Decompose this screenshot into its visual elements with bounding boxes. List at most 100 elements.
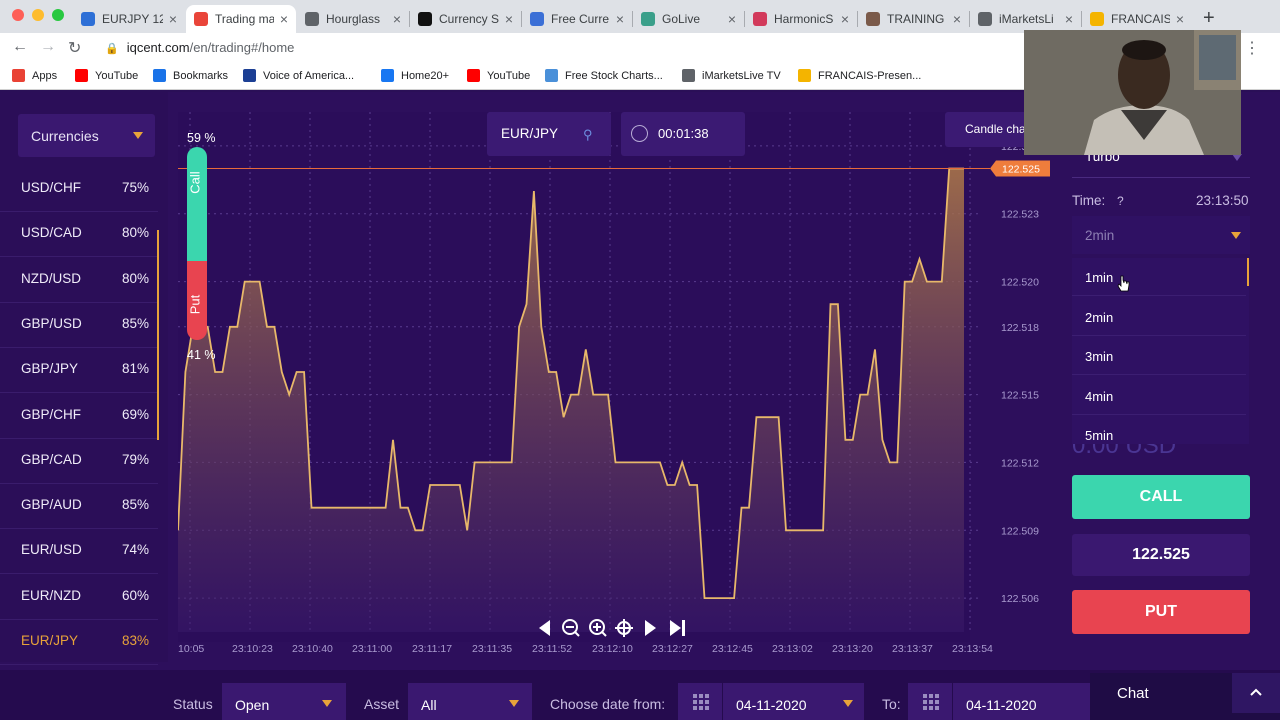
browser-tab[interactable]: HarmonicS ×: [745, 5, 857, 33]
asset-list-item[interactable]: GBP/CHF 69%: [0, 394, 158, 439]
url-field[interactable]: 🔒 iqcent.com/en/trading#/home: [105, 40, 294, 55]
chat-widget[interactable]: Chat: [1090, 673, 1280, 720]
bookmark-item[interactable]: YouTube: [467, 69, 530, 82]
tab-favicon-icon: [978, 12, 992, 26]
play-icon[interactable]: [645, 620, 656, 636]
skip-end-icon[interactable]: [670, 620, 685, 636]
expiry-option[interactable]: 4min: [1072, 376, 1246, 415]
asset-list-item[interactable]: USD/CHF 75%: [0, 167, 158, 212]
expiry-select[interactable]: 2min: [1072, 216, 1250, 254]
chart-type-button[interactable]: Candle cha: [945, 112, 1030, 147]
zoom-out-icon[interactable]: [562, 619, 580, 637]
asset-filter-select[interactable]: All: [408, 683, 532, 720]
browser-tab[interactable]: Trading ma ×: [186, 5, 296, 33]
browser-tab[interactable]: GoLive ×: [633, 5, 744, 33]
date-to-field[interactable]: 04-11-2020: [953, 683, 1090, 720]
expiry-option[interactable]: 5min: [1072, 416, 1246, 444]
asset-list-item[interactable]: GBP/AUD 85%: [0, 484, 158, 530]
search-icon[interactable]: ⚲: [583, 127, 593, 142]
bookmark-item[interactable]: Free Stock Charts...: [545, 69, 663, 82]
chart-type-label: Candle cha: [965, 122, 1026, 136]
close-window-button[interactable]: [12, 9, 24, 21]
asset-name: GBP/CHF: [21, 406, 82, 422]
dropdown-scrollbar[interactable]: [1247, 258, 1249, 286]
reload-icon[interactable]: ↻: [68, 40, 82, 57]
bookmark-item[interactable]: Voice of America...: [243, 69, 354, 82]
crosshair-icon[interactable]: [615, 619, 633, 637]
close-tab-icon[interactable]: ×: [615, 11, 624, 27]
asset-list-item[interactable]: EUR/JPY 83%: [0, 620, 158, 665]
zoom-in-icon[interactable]: [589, 619, 607, 637]
close-tab-icon[interactable]: ×: [1175, 11, 1184, 27]
asset-payout: 85%: [121, 497, 149, 513]
bookmark-item[interactable]: iMarketsLive TV: [682, 69, 781, 82]
forward-icon[interactable]: →: [40, 38, 56, 55]
trading-app: Currencies USD/CHF 75% USD/CAD 80% NZD/USD 80…: [0, 92, 1280, 720]
close-tab-icon[interactable]: ×: [840, 11, 849, 27]
close-tab-icon[interactable]: ×: [504, 11, 513, 27]
price-chart[interactable]: 122.526122.523122.520122.518122.515122.5…: [178, 112, 1050, 667]
browser-tab[interactable]: Free Curre ×: [522, 5, 632, 33]
status-filter-value: Open: [235, 697, 270, 713]
date-from-label: Choose date from:: [550, 696, 666, 712]
browser-tab[interactable]: Hourglass ×: [297, 5, 409, 33]
menu-icon[interactable]: ⋮: [1244, 40, 1260, 57]
asset-list-item[interactable]: NZD/USD 80%: [0, 258, 158, 303]
asset-list-item[interactable]: GBP/JPY 81%: [0, 348, 158, 394]
close-tab-icon[interactable]: ×: [727, 11, 736, 27]
browser-tab[interactable]: Currency S ×: [410, 5, 521, 33]
expiry-option-label: 4min: [1085, 388, 1114, 404]
asset-list-item[interactable]: EUR/NZD 60%: [0, 575, 158, 620]
price-area: [178, 168, 964, 632]
asset-search[interactable]: EUR/JPY ⚲: [487, 112, 611, 156]
bookmark-item[interactable]: Home20+: [381, 69, 449, 82]
option-panel: Turbo Time: ? 23:13:50 2min: [1060, 92, 1280, 692]
new-tab-button[interactable]: +: [1203, 7, 1215, 29]
bookmark-item[interactable]: Apps: [12, 69, 57, 82]
asset-list-item[interactable]: GBP/CAD 79%: [0, 439, 158, 484]
bookmark-item[interactable]: Bookmarks: [153, 69, 228, 82]
status-filter-select[interactable]: Open: [222, 683, 346, 720]
prev-icon[interactable]: [539, 620, 550, 636]
minimize-window-button[interactable]: [32, 9, 44, 21]
asset-list-scrollbar[interactable]: [157, 230, 159, 440]
expiry-option[interactable]: 1min: [1072, 258, 1246, 296]
browser-tab[interactable]: TRAINING ×: [858, 5, 969, 33]
asset-list-item[interactable]: EUR/USD 74%: [0, 529, 158, 575]
browser-tab[interactable]: iMarketsLi ×: [970, 5, 1081, 33]
put-button-label: PUT: [1145, 603, 1177, 620]
category-select[interactable]: Currencies: [18, 114, 155, 157]
put-sentiment-label: Put: [187, 294, 203, 315]
asset-list-item[interactable]: USD/CAD 80%: [0, 212, 158, 258]
bookmark-item[interactable]: YouTube: [75, 69, 138, 82]
date-from-field[interactable]: 04-11-2020: [723, 683, 864, 720]
close-tab-icon[interactable]: ×: [168, 11, 177, 27]
asset-list-item[interactable]: GBP/USD 85%: [0, 303, 158, 348]
back-icon[interactable]: ←: [12, 38, 28, 55]
asset-list-panel: Currencies USD/CHF 75% USD/CAD 80% NZD/USD 80…: [0, 92, 168, 665]
chevron-down-icon: [843, 700, 853, 707]
chevron-up-icon[interactable]: [1232, 673, 1280, 713]
close-tab-icon[interactable]: ×: [392, 11, 401, 27]
expiry-option[interactable]: 2min: [1072, 297, 1246, 336]
bookmark-item[interactable]: FRANCAIS-Presen...: [798, 69, 921, 82]
browser-tab[interactable]: EURJPY 12 ×: [73, 5, 185, 33]
asset-name: GBP/AUD: [21, 497, 82, 513]
maximize-window-button[interactable]: [52, 9, 64, 21]
y-tick-label: 122.523: [1001, 209, 1039, 221]
expiry-select-value: 2min: [1085, 228, 1115, 243]
calendar-icon[interactable]: [908, 683, 952, 720]
close-tab-icon[interactable]: ×: [279, 11, 288, 27]
asset-filter-label: Asset: [364, 696, 400, 712]
help-icon[interactable]: ?: [1117, 194, 1124, 208]
calendar-icon[interactable]: [678, 683, 722, 720]
put-button[interactable]: PUT: [1072, 590, 1250, 634]
browser-tab[interactable]: FRANCAIS ×: [1082, 5, 1192, 33]
call-button[interactable]: CALL: [1072, 475, 1250, 519]
expiry-option[interactable]: 3min: [1072, 337, 1246, 376]
server-time: 23:13:50: [1196, 193, 1249, 208]
tab-separator: [632, 11, 633, 27]
close-tab-icon[interactable]: ×: [1064, 11, 1073, 27]
close-tab-icon[interactable]: ×: [952, 11, 961, 27]
y-tick-label: 122.506: [1001, 593, 1039, 605]
